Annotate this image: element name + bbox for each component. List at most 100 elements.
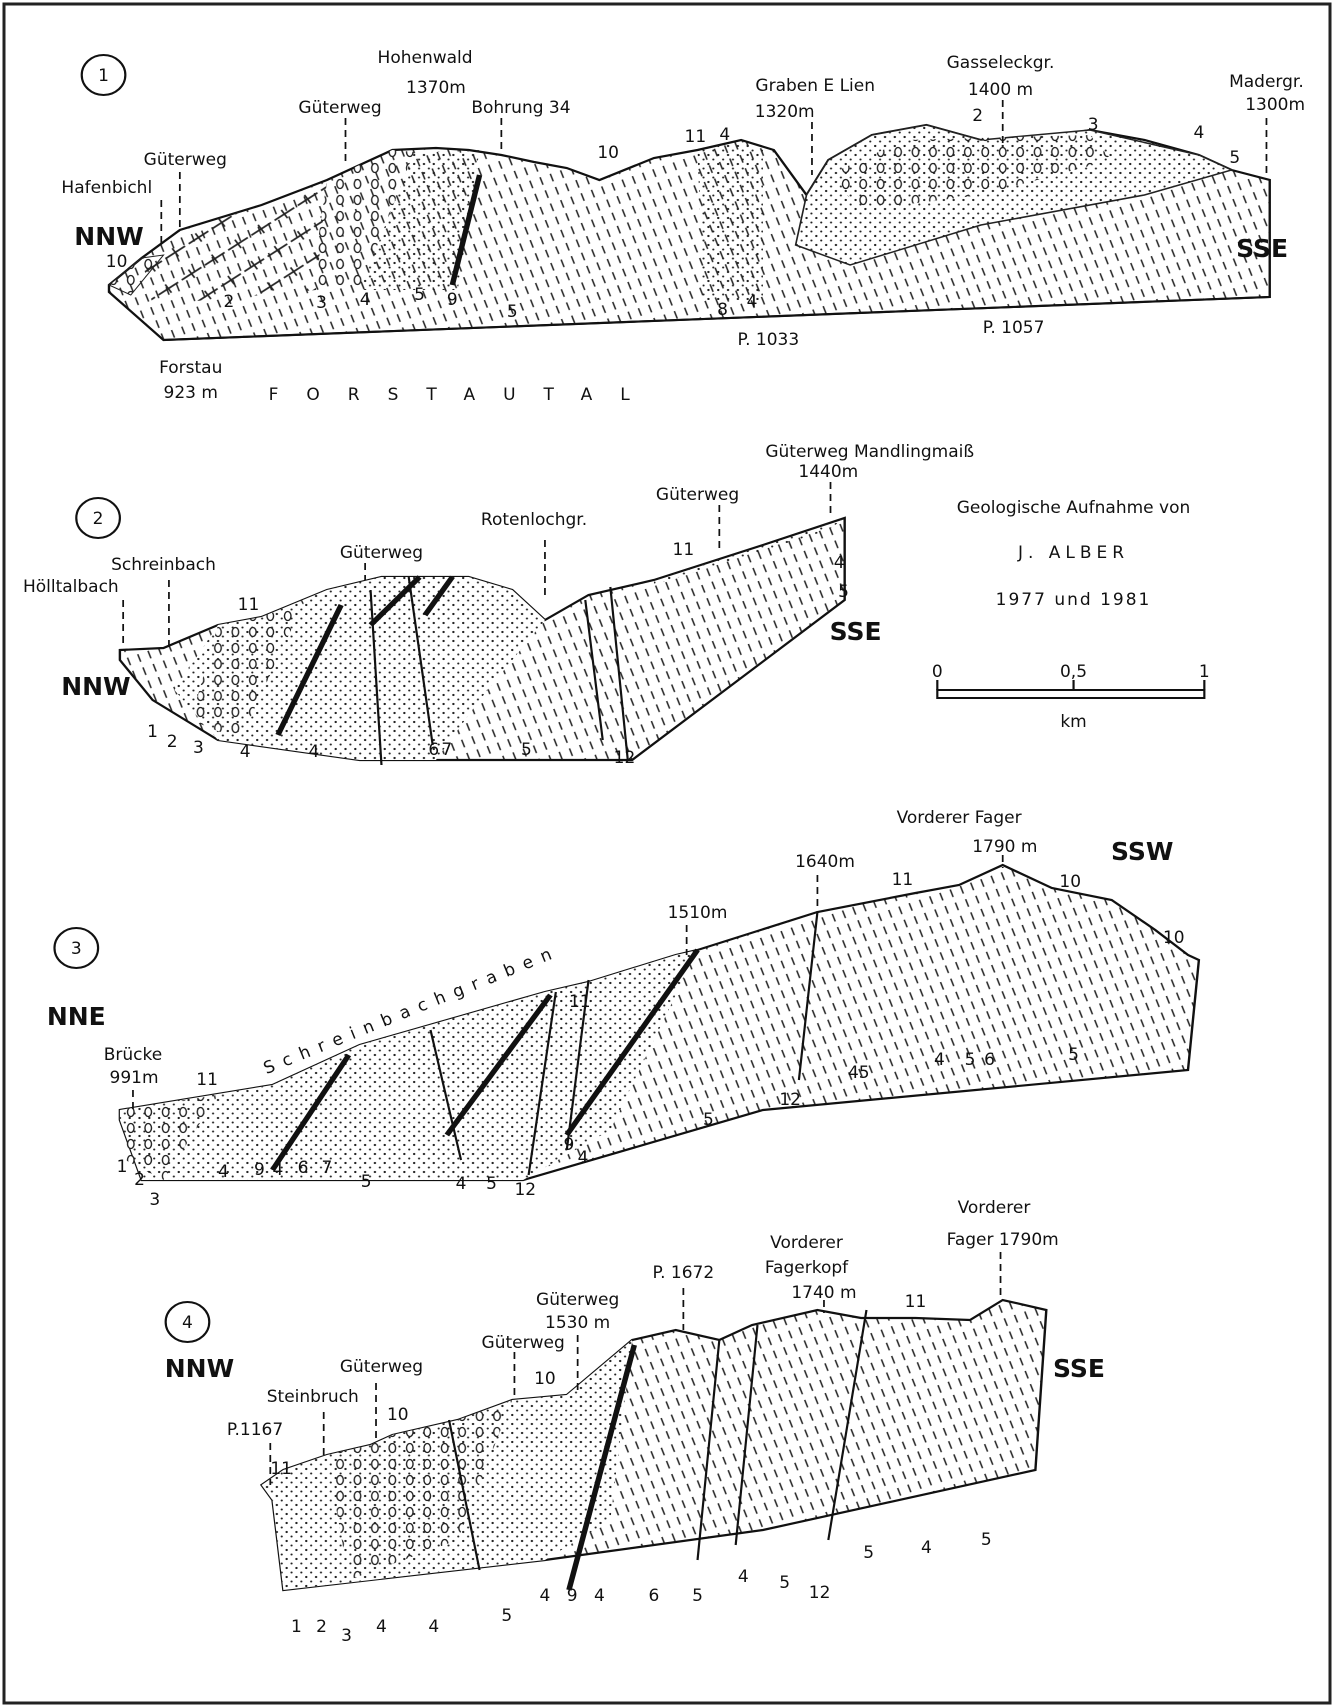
label: P. 1057 (983, 318, 1045, 338)
label: 10 (387, 1405, 409, 1425)
label: 11 (685, 127, 707, 147)
label: 3 (316, 293, 327, 313)
label: Güterweg (482, 1333, 565, 1353)
label: 3 (149, 1190, 160, 1210)
unit-fill (698, 140, 763, 300)
label: 9 (254, 1160, 265, 1180)
label: FORSTAUTAL (269, 385, 658, 405)
label: 5 (692, 1586, 703, 1606)
page: 1Hohenwald1370mGüterwegBohrung 34Güterwe… (0, 0, 1334, 1707)
label: Güterweg Mandlingmaiß (765, 442, 974, 462)
label: 0,5 (1060, 662, 1087, 682)
label: 11 (673, 540, 695, 560)
label: 5 (507, 302, 518, 322)
label: 9 (563, 1135, 574, 1155)
label: 4 (578, 1148, 589, 1168)
label: 4 (376, 1617, 387, 1637)
label: P. 1033 (738, 330, 800, 350)
label: 4 (308, 742, 319, 762)
label: 2 (167, 732, 178, 752)
label: 8 (717, 300, 728, 320)
label: 1 (1199, 662, 1210, 682)
label: 1 (98, 66, 109, 86)
label: 923 m (164, 383, 218, 403)
label: Güterweg (536, 1290, 619, 1310)
label: 5 (1068, 1045, 1079, 1065)
label: 1400 m (968, 80, 1033, 100)
label: 1 (291, 1617, 302, 1637)
label: 1 (117, 1157, 128, 1177)
label: 10 (534, 1369, 556, 1389)
label: 4 (834, 553, 845, 573)
label: 5 (361, 1172, 372, 1192)
label: 3 (1088, 115, 1099, 135)
label: SSE (830, 617, 882, 646)
label: Güterweg (298, 98, 381, 118)
label: 11 (892, 870, 914, 890)
label: 6 (298, 1158, 309, 1178)
label: 5 (965, 1050, 976, 1070)
label: 6 (649, 1586, 660, 1606)
label: 2 (93, 509, 104, 529)
label: 4 (747, 292, 758, 312)
label: 1370m (406, 78, 466, 98)
label: Hölltalbach (23, 577, 119, 597)
label: NNW (165, 1354, 234, 1383)
label: 1440m (798, 462, 858, 482)
label: Vorderer (770, 1233, 843, 1253)
label: NNW (61, 672, 130, 701)
label: 5 (414, 285, 425, 305)
scale-bar (937, 690, 1204, 698)
label: 4 (540, 1586, 551, 1606)
label: Geologische Aufnahme von (957, 498, 1191, 518)
label: 5 (838, 582, 849, 602)
label: Steinbruch (267, 1387, 359, 1407)
label: 4 (934, 1050, 945, 1070)
unit-fill (142, 180, 327, 305)
label: 1 (147, 722, 158, 742)
label: 4 (360, 290, 371, 310)
label: 7 (322, 1158, 333, 1178)
label: 4 (428, 1617, 439, 1637)
label: 12 (614, 748, 636, 768)
label: Graben E Lien (755, 76, 875, 96)
label: 0 (932, 662, 943, 682)
label: 9 (567, 1586, 578, 1606)
label: Vorderer (958, 1198, 1031, 1218)
label: 11 (238, 595, 260, 615)
label: 45 (848, 1063, 870, 1083)
label: Hafenbichl (61, 178, 152, 198)
label: 12 (514, 1180, 536, 1200)
label: NNE (47, 1002, 106, 1031)
label: 7 (441, 740, 452, 760)
label: 6 (428, 740, 439, 760)
label: Fager 1790m (947, 1230, 1059, 1250)
label: 3 (193, 738, 204, 758)
label: 2 (134, 1170, 145, 1190)
label: Güterweg (144, 150, 227, 170)
label: Güterweg (340, 543, 423, 563)
label: Madergr. (1229, 72, 1304, 92)
label: SSE (1053, 1354, 1105, 1383)
label: 5 (863, 1543, 874, 1563)
label: 5 (703, 1110, 714, 1130)
label: P. 1672 (653, 1263, 715, 1283)
label: Gasseleckgr. (947, 53, 1055, 73)
label: 4 (594, 1586, 605, 1606)
label: 12 (809, 1583, 831, 1603)
label: Fagerkopf (765, 1258, 849, 1278)
label: Vorderer Fager (897, 808, 1022, 828)
label: 4 (182, 1313, 193, 1333)
label: 1530 m (545, 1313, 610, 1333)
label: SSW (1111, 837, 1173, 866)
label: 1320m (755, 102, 815, 122)
label: Güterweg (340, 1357, 423, 1377)
label: Schreinbach (111, 555, 216, 575)
label: 11 (905, 1292, 927, 1312)
label: 4 (921, 1538, 932, 1558)
label: 5 (1229, 148, 1240, 168)
label: 12 (779, 1090, 801, 1110)
label: 5 (521, 740, 532, 760)
label: 5 (486, 1174, 497, 1194)
label: 1300m (1245, 95, 1305, 115)
